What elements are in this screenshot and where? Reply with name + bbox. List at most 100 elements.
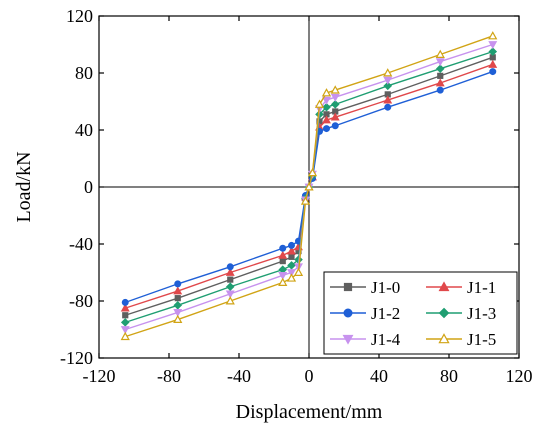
data-point bbox=[436, 86, 444, 94]
data-point bbox=[173, 300, 183, 310]
data-point bbox=[279, 258, 286, 265]
legend-marker bbox=[342, 334, 354, 345]
data-point bbox=[383, 95, 393, 104]
data-point bbox=[225, 267, 235, 276]
y-tick-label: 80 bbox=[75, 63, 93, 83]
data-point bbox=[279, 244, 287, 252]
data-point bbox=[120, 331, 130, 341]
legend-item-J1-3: J1-3 bbox=[426, 304, 496, 323]
legend-marker bbox=[343, 282, 353, 292]
data-point bbox=[435, 78, 445, 87]
data-point bbox=[488, 59, 498, 68]
legend-item-J1-5: J1-5 bbox=[426, 330, 496, 349]
legend-item-J1-0: J1-0 bbox=[330, 278, 400, 297]
data-point bbox=[121, 298, 129, 306]
legend-label: J1-1 bbox=[467, 278, 496, 297]
data-point bbox=[278, 250, 288, 259]
y-tick-label: 40 bbox=[75, 120, 93, 140]
legend-label: J1-5 bbox=[467, 330, 496, 349]
data-point bbox=[321, 88, 332, 97]
data-point bbox=[286, 273, 297, 282]
data-point bbox=[383, 81, 393, 91]
data-point bbox=[226, 263, 234, 271]
data-point bbox=[488, 47, 498, 56]
y-tick-label: -40 bbox=[69, 234, 93, 254]
data-point bbox=[323, 125, 330, 133]
data-point bbox=[437, 72, 444, 79]
data-point bbox=[488, 41, 498, 50]
data-point bbox=[304, 182, 314, 191]
x-tick-label: -40 bbox=[227, 366, 251, 386]
y-tick-label: 120 bbox=[66, 6, 93, 26]
legend-marker bbox=[343, 308, 353, 318]
legend-label: J1-2 bbox=[371, 304, 400, 323]
x-tick-label: -120 bbox=[83, 366, 116, 386]
axis-tick-labels: -120 -80 -40 0 40 80 120 -120 -80 -40 0 40 80 120 bbox=[60, 6, 533, 386]
data-point bbox=[287, 246, 296, 255]
data-point bbox=[322, 96, 331, 105]
data-point bbox=[293, 267, 304, 276]
y-tick-label: 0 bbox=[84, 177, 93, 197]
data-point bbox=[488, 31, 498, 40]
data-point bbox=[227, 276, 234, 283]
data-point bbox=[174, 280, 182, 288]
data-point bbox=[435, 58, 445, 67]
data-point bbox=[278, 271, 288, 280]
legend-label: J1-3 bbox=[467, 304, 496, 323]
data-point bbox=[489, 68, 497, 76]
legend-item-J1-1: J1-1 bbox=[426, 278, 496, 297]
data-point bbox=[330, 100, 340, 109]
data-point bbox=[120, 326, 130, 335]
data-point bbox=[225, 290, 235, 299]
x-tick-label: -80 bbox=[157, 366, 181, 386]
data-point bbox=[225, 282, 235, 292]
data-point bbox=[384, 103, 392, 111]
data-point bbox=[287, 261, 296, 270]
data-point bbox=[173, 309, 183, 318]
data-point bbox=[435, 49, 445, 58]
x-axis-label: Displacement/mm bbox=[236, 401, 383, 423]
legend-marker bbox=[438, 307, 450, 319]
data-point bbox=[383, 68, 393, 77]
x-tick-label: 80 bbox=[440, 366, 458, 386]
data-point bbox=[330, 112, 340, 121]
legend-marker bbox=[438, 281, 450, 292]
data-point bbox=[120, 318, 130, 327]
y-tick-label: -80 bbox=[69, 291, 93, 311]
x-tick-label: 0 bbox=[305, 366, 314, 386]
series-layer bbox=[120, 31, 498, 341]
data-point bbox=[288, 253, 295, 260]
data-point bbox=[122, 312, 129, 319]
data-point bbox=[300, 196, 311, 205]
data-point bbox=[322, 115, 331, 124]
data-point bbox=[331, 122, 339, 130]
data-point bbox=[278, 277, 288, 286]
legend-label: J1-4 bbox=[371, 330, 401, 349]
data-point bbox=[173, 286, 183, 295]
data-point bbox=[120, 303, 130, 312]
data-point bbox=[287, 269, 296, 278]
data-point bbox=[314, 99, 325, 108]
data-point bbox=[330, 93, 340, 102]
data-point bbox=[307, 167, 318, 177]
legend-item-J1-2: J1-2 bbox=[330, 304, 400, 323]
data-point bbox=[322, 102, 331, 112]
data-point bbox=[330, 85, 340, 94]
y-tick-label: -120 bbox=[60, 348, 93, 368]
data-point bbox=[173, 314, 183, 324]
legend-label: J1-0 bbox=[371, 278, 400, 297]
series-J1-5 bbox=[120, 31, 498, 341]
data-point bbox=[435, 64, 445, 74]
data-point bbox=[383, 76, 393, 85]
data-point bbox=[225, 296, 235, 305]
x-tick-label: 40 bbox=[370, 366, 388, 386]
legend-item-J1-4: J1-4 bbox=[330, 330, 401, 349]
y-axis-label: Load/kN bbox=[13, 151, 35, 222]
x-tick-label: 120 bbox=[506, 366, 533, 386]
legend-marker bbox=[438, 333, 450, 344]
legend: J1-0 J1-1 J1-2 J1-3 J1-4 J1-5 bbox=[323, 271, 518, 355]
data-point bbox=[174, 295, 181, 302]
data-point bbox=[288, 241, 295, 249]
